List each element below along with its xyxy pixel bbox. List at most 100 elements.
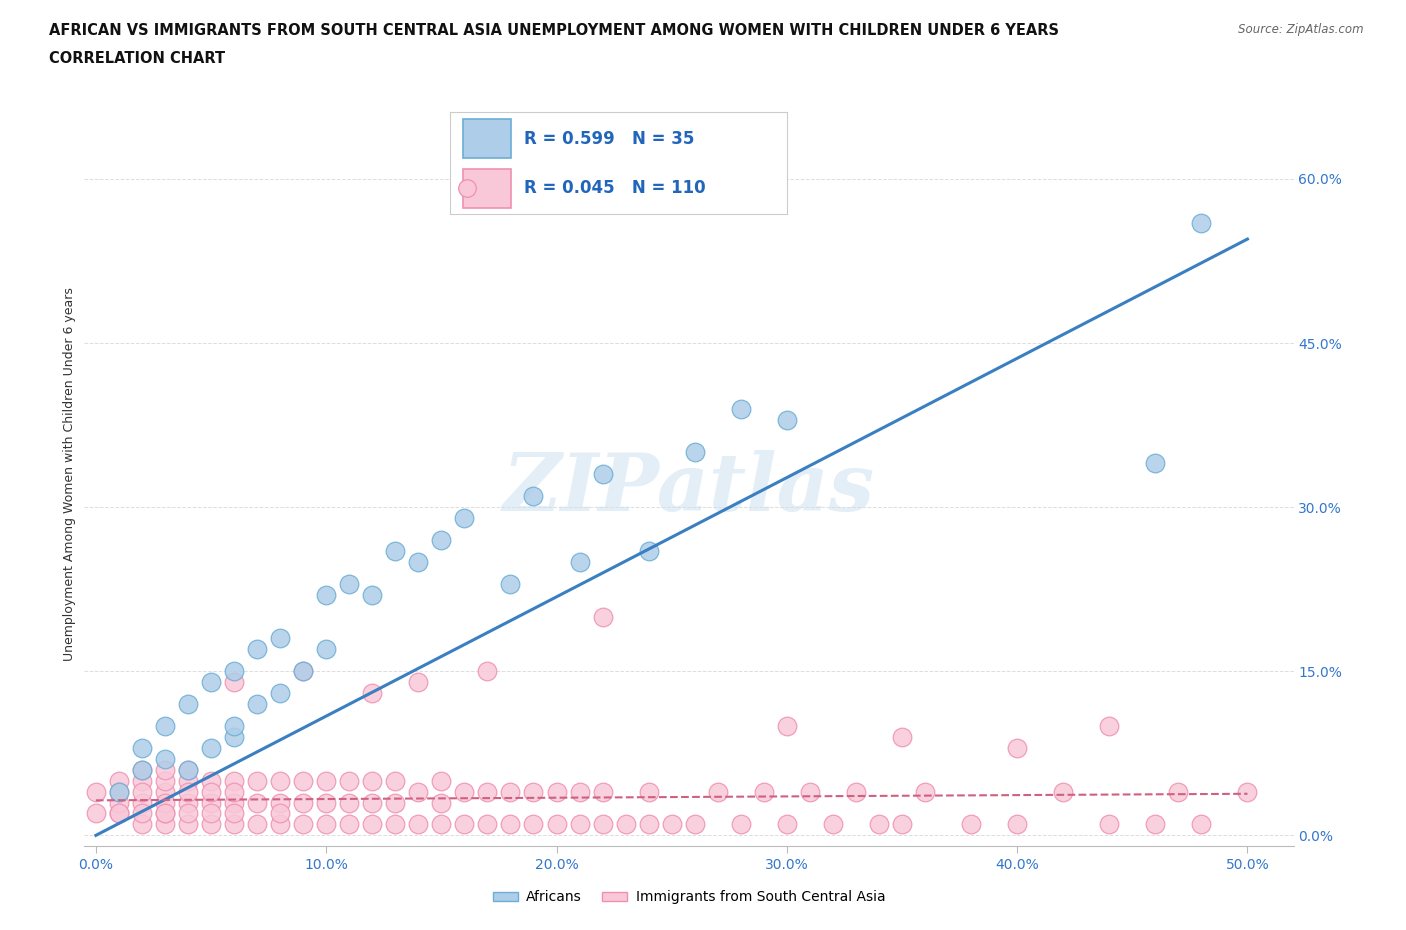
Point [408,554,430,569]
Text: R = 0.599   N = 35: R = 0.599 N = 35 [524,130,695,148]
Point [337,795,360,810]
Point [477,784,499,799]
Point [730,401,752,416]
Point [637,784,659,799]
Point [776,719,799,734]
Point [153,806,176,821]
Point [269,773,291,788]
Point [108,795,131,810]
FancyBboxPatch shape [464,169,510,207]
Point [292,795,315,810]
Point [315,817,337,831]
Legend: Africans, Immigrants from South Central Asia: Africans, Immigrants from South Central … [486,885,891,910]
Point [499,817,522,831]
Point [821,817,844,831]
Point [1236,784,1258,799]
Point [222,784,245,799]
Point [108,784,131,799]
Point [153,784,176,799]
Point [131,773,153,788]
Point [200,740,222,755]
Point [1005,817,1028,831]
Point [1052,784,1074,799]
Point [408,817,430,831]
FancyBboxPatch shape [464,119,510,157]
Point [568,784,591,799]
Point [546,784,568,799]
Point [592,609,614,624]
Point [177,697,200,711]
Point [131,784,153,799]
Point [522,489,544,504]
Point [477,817,499,831]
Point [1189,817,1212,831]
Point [891,729,914,744]
Point [222,729,245,744]
Point [361,587,384,602]
Point [430,817,453,831]
Point [430,533,453,548]
Point [177,763,200,777]
Point [108,773,131,788]
Point [292,664,315,679]
Point [131,817,153,831]
Point [337,817,360,831]
Point [637,543,659,558]
Point [108,784,131,799]
Point [568,817,591,831]
Y-axis label: Unemployment Among Women with Children Under 6 years: Unemployment Among Women with Children U… [63,287,76,661]
Point [477,664,499,679]
Point [200,806,222,821]
Point [1167,784,1189,799]
Point [177,817,200,831]
Point [246,795,269,810]
Point [683,445,706,459]
Point [153,817,176,831]
Point [1098,719,1121,734]
Point [222,795,245,810]
Point [108,806,131,821]
Point [384,543,406,558]
Point [222,817,245,831]
Point [292,817,315,831]
Point [384,795,406,810]
Point [200,795,222,810]
Point [108,806,131,821]
Point [408,675,430,690]
Point [269,685,291,700]
Point [499,784,522,799]
Point [177,773,200,788]
Point [292,773,315,788]
Point [614,817,637,831]
Point [408,784,430,799]
Point [683,817,706,831]
Point [315,773,337,788]
Point [1005,740,1028,755]
Text: Source: ZipAtlas.com: Source: ZipAtlas.com [1239,23,1364,36]
Point [661,817,683,831]
Text: CORRELATION CHART: CORRELATION CHART [49,51,225,66]
Point [384,773,406,788]
Point [177,784,200,799]
Point [84,806,107,821]
Point [131,763,153,777]
Point [246,773,269,788]
Point [131,795,153,810]
Point [200,773,222,788]
Point [891,817,914,831]
Point [222,806,245,821]
Point [960,817,983,831]
Point [222,719,245,734]
Point [706,784,728,799]
Point [592,784,614,799]
Text: ZIPatlas: ZIPatlas [503,450,875,528]
Point [177,806,200,821]
Point [384,817,406,831]
Point [1144,817,1167,831]
Point [153,773,176,788]
Point [222,773,245,788]
Point [914,784,936,799]
Point [453,511,475,525]
Point [292,664,315,679]
Point [269,795,291,810]
